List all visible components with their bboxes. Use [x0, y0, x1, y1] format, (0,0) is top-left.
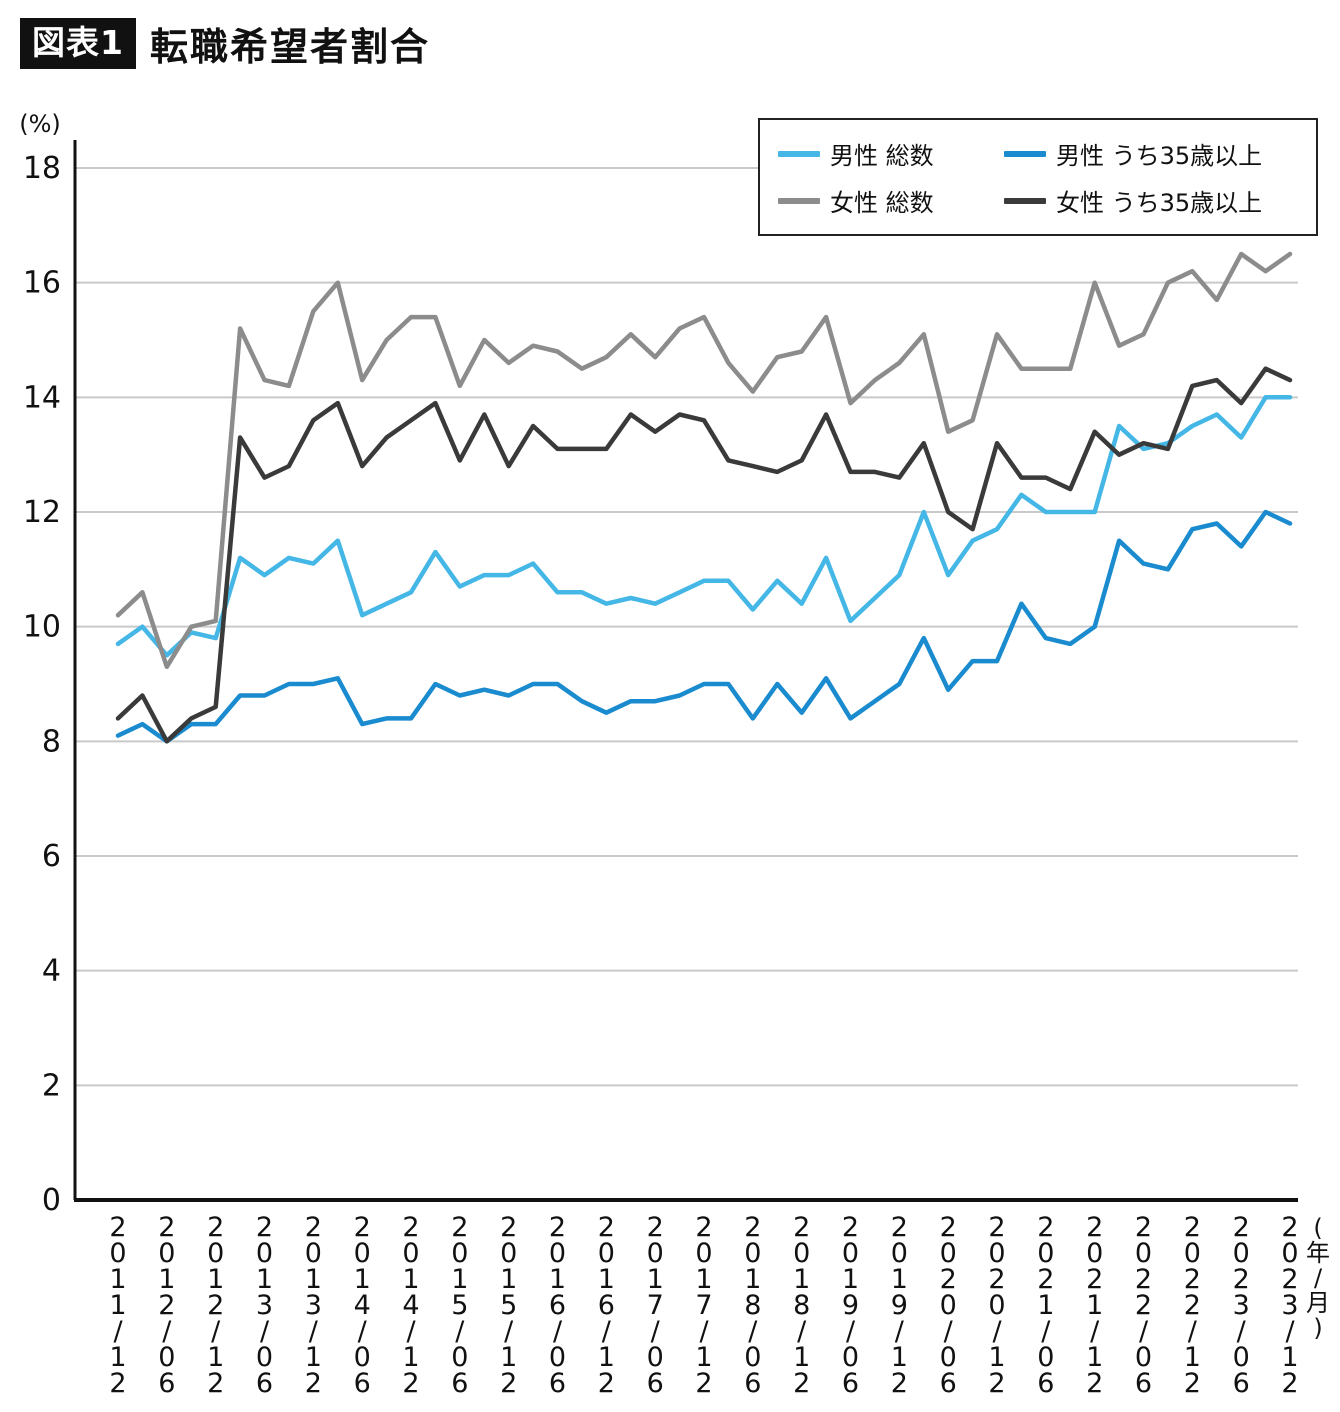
svg-text:10: 10	[23, 610, 61, 645]
page-title: 転職希望者割合	[149, 25, 430, 69]
legend-label-male-35plus: 男性 うち35歳以上	[1056, 142, 1263, 170]
svg-text:12: 12	[23, 495, 61, 530]
chart-header: 図表1 転職希望者割合	[20, 16, 430, 71]
legend-label-male-total: 男性 総数	[830, 142, 934, 170]
legend-swatch-male-total	[778, 150, 820, 157]
svg-text:(年/月): (年/月)	[1306, 1214, 1330, 1342]
svg-text:14: 14	[23, 380, 61, 415]
legend-item-female-total: 女性 総数	[778, 183, 996, 218]
svg-text:(%): (%)	[19, 110, 61, 138]
svg-text:18: 18	[23, 151, 61, 186]
svg-text:2: 2	[42, 1068, 61, 1103]
svg-text:6: 6	[42, 839, 61, 874]
svg-text:16: 16	[23, 266, 61, 301]
svg-text:4: 4	[42, 954, 61, 989]
legend-item-male-total: 男性 総数	[778, 136, 996, 171]
legend-item-female-35plus: 女性 うち35歳以上	[1004, 183, 1298, 218]
legend-item-male-35plus: 男性 うち35歳以上	[1004, 136, 1298, 171]
legend-swatch-male-35plus	[1004, 150, 1046, 157]
svg-text:8: 8	[42, 724, 61, 759]
svg-text:0: 0	[42, 1183, 61, 1218]
legend-label-female-total: 女性 総数	[830, 189, 934, 217]
chart-legend: 男性 総数 男性 うち35歳以上 女性 総数 女性 うち35歳以上	[758, 118, 1318, 236]
legend-swatch-female-total	[778, 197, 820, 204]
figure-badge: 図表1	[20, 18, 136, 69]
legend-swatch-female-35plus	[1004, 197, 1046, 204]
legend-label-female-35plus: 女性 うち35歳以上	[1056, 189, 1263, 217]
